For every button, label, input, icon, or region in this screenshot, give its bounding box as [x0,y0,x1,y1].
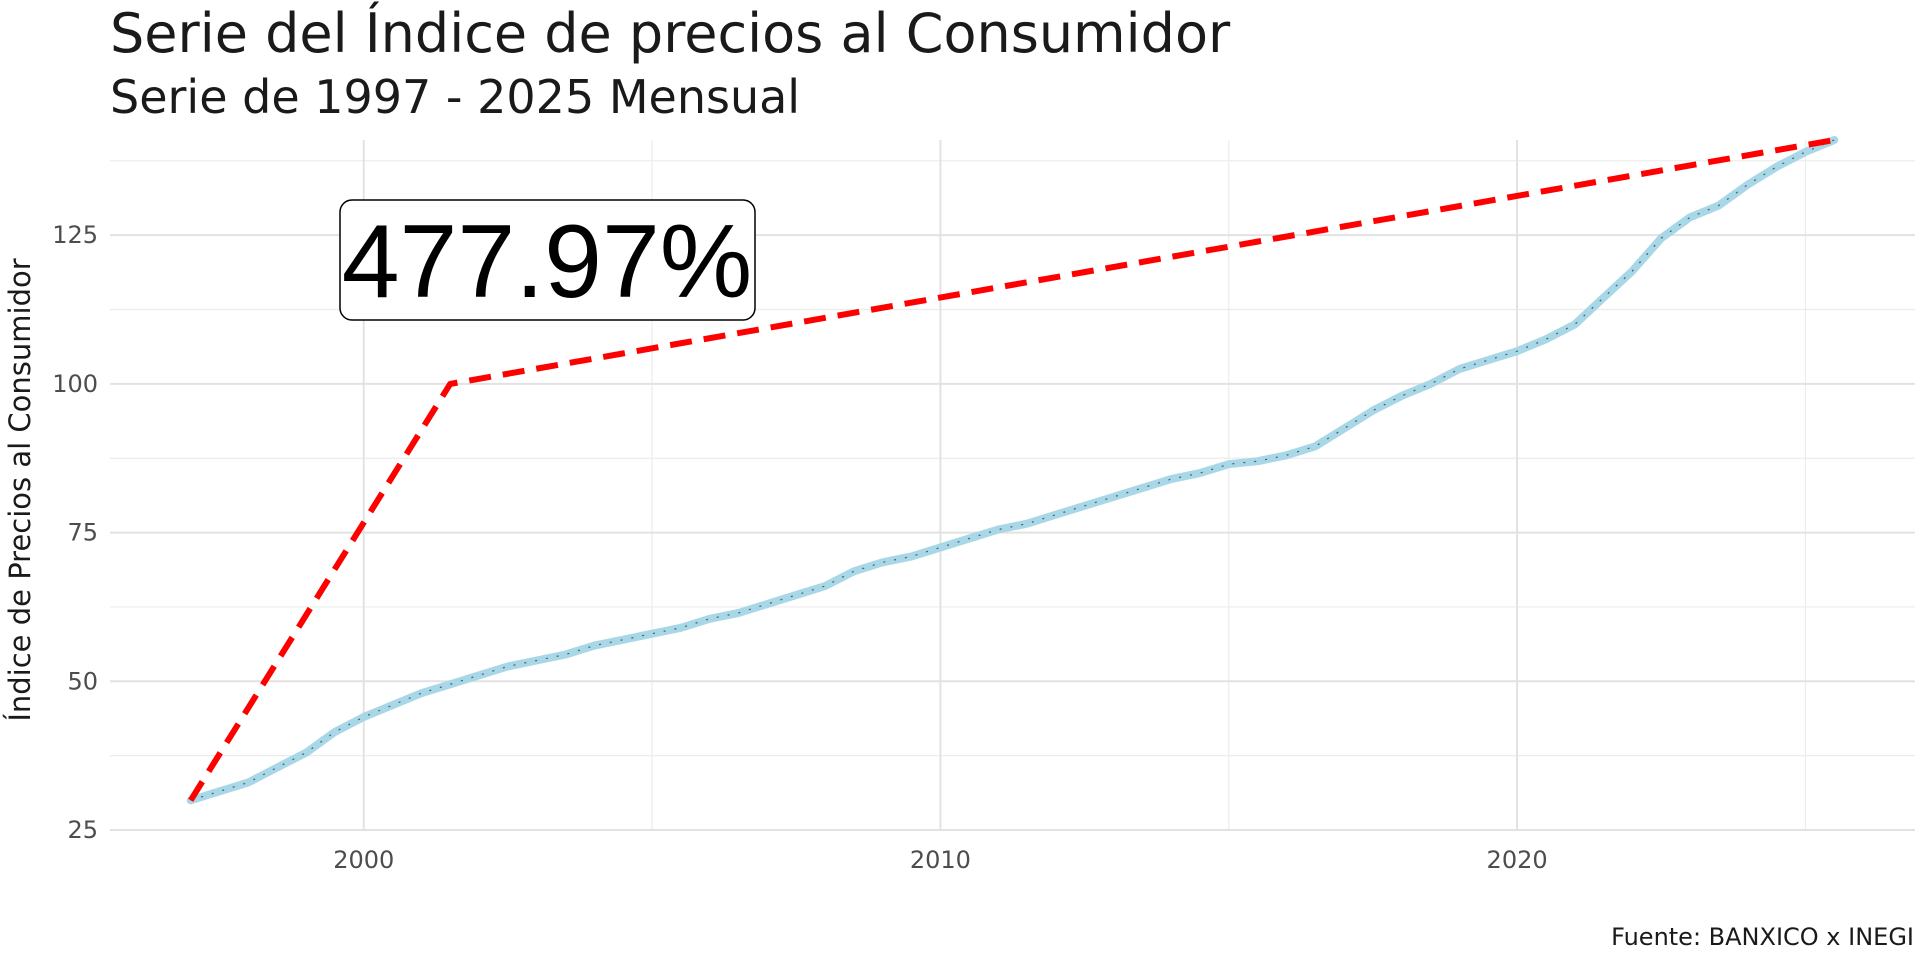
y-tick-label: 25 [67,816,98,844]
y-tick-labels: 25 50 75 100 125 [52,221,98,844]
x-tick-label: 2020 [1487,846,1548,874]
series-line-dashed [188,137,1835,802]
y-tick-label: 75 [67,519,98,547]
y-tick-label: 50 [67,667,98,695]
series-layer [186,136,1839,805]
chart-subtitle: Serie de 1997 - 2025 Mensual [110,70,800,124]
annotation-box: 477.97% [339,199,756,321]
annotation-text: 477.97% [342,204,753,320]
x-tick-labels: 2000 2010 2020 [333,846,1547,874]
x-tick-label: 2000 [333,846,394,874]
y-tick-label: 125 [52,221,98,249]
x-tick-label: 2010 [910,846,971,874]
chart-caption: Fuente: BANXICO x INEGI [1611,923,1914,951]
y-tick-label: 100 [52,370,98,398]
chart-title: Serie del Índice de precios al Consumido… [110,2,1231,65]
y-axis-label: Índice de Precios al Consumidor [3,258,37,721]
series-line-ipc [186,136,1839,805]
